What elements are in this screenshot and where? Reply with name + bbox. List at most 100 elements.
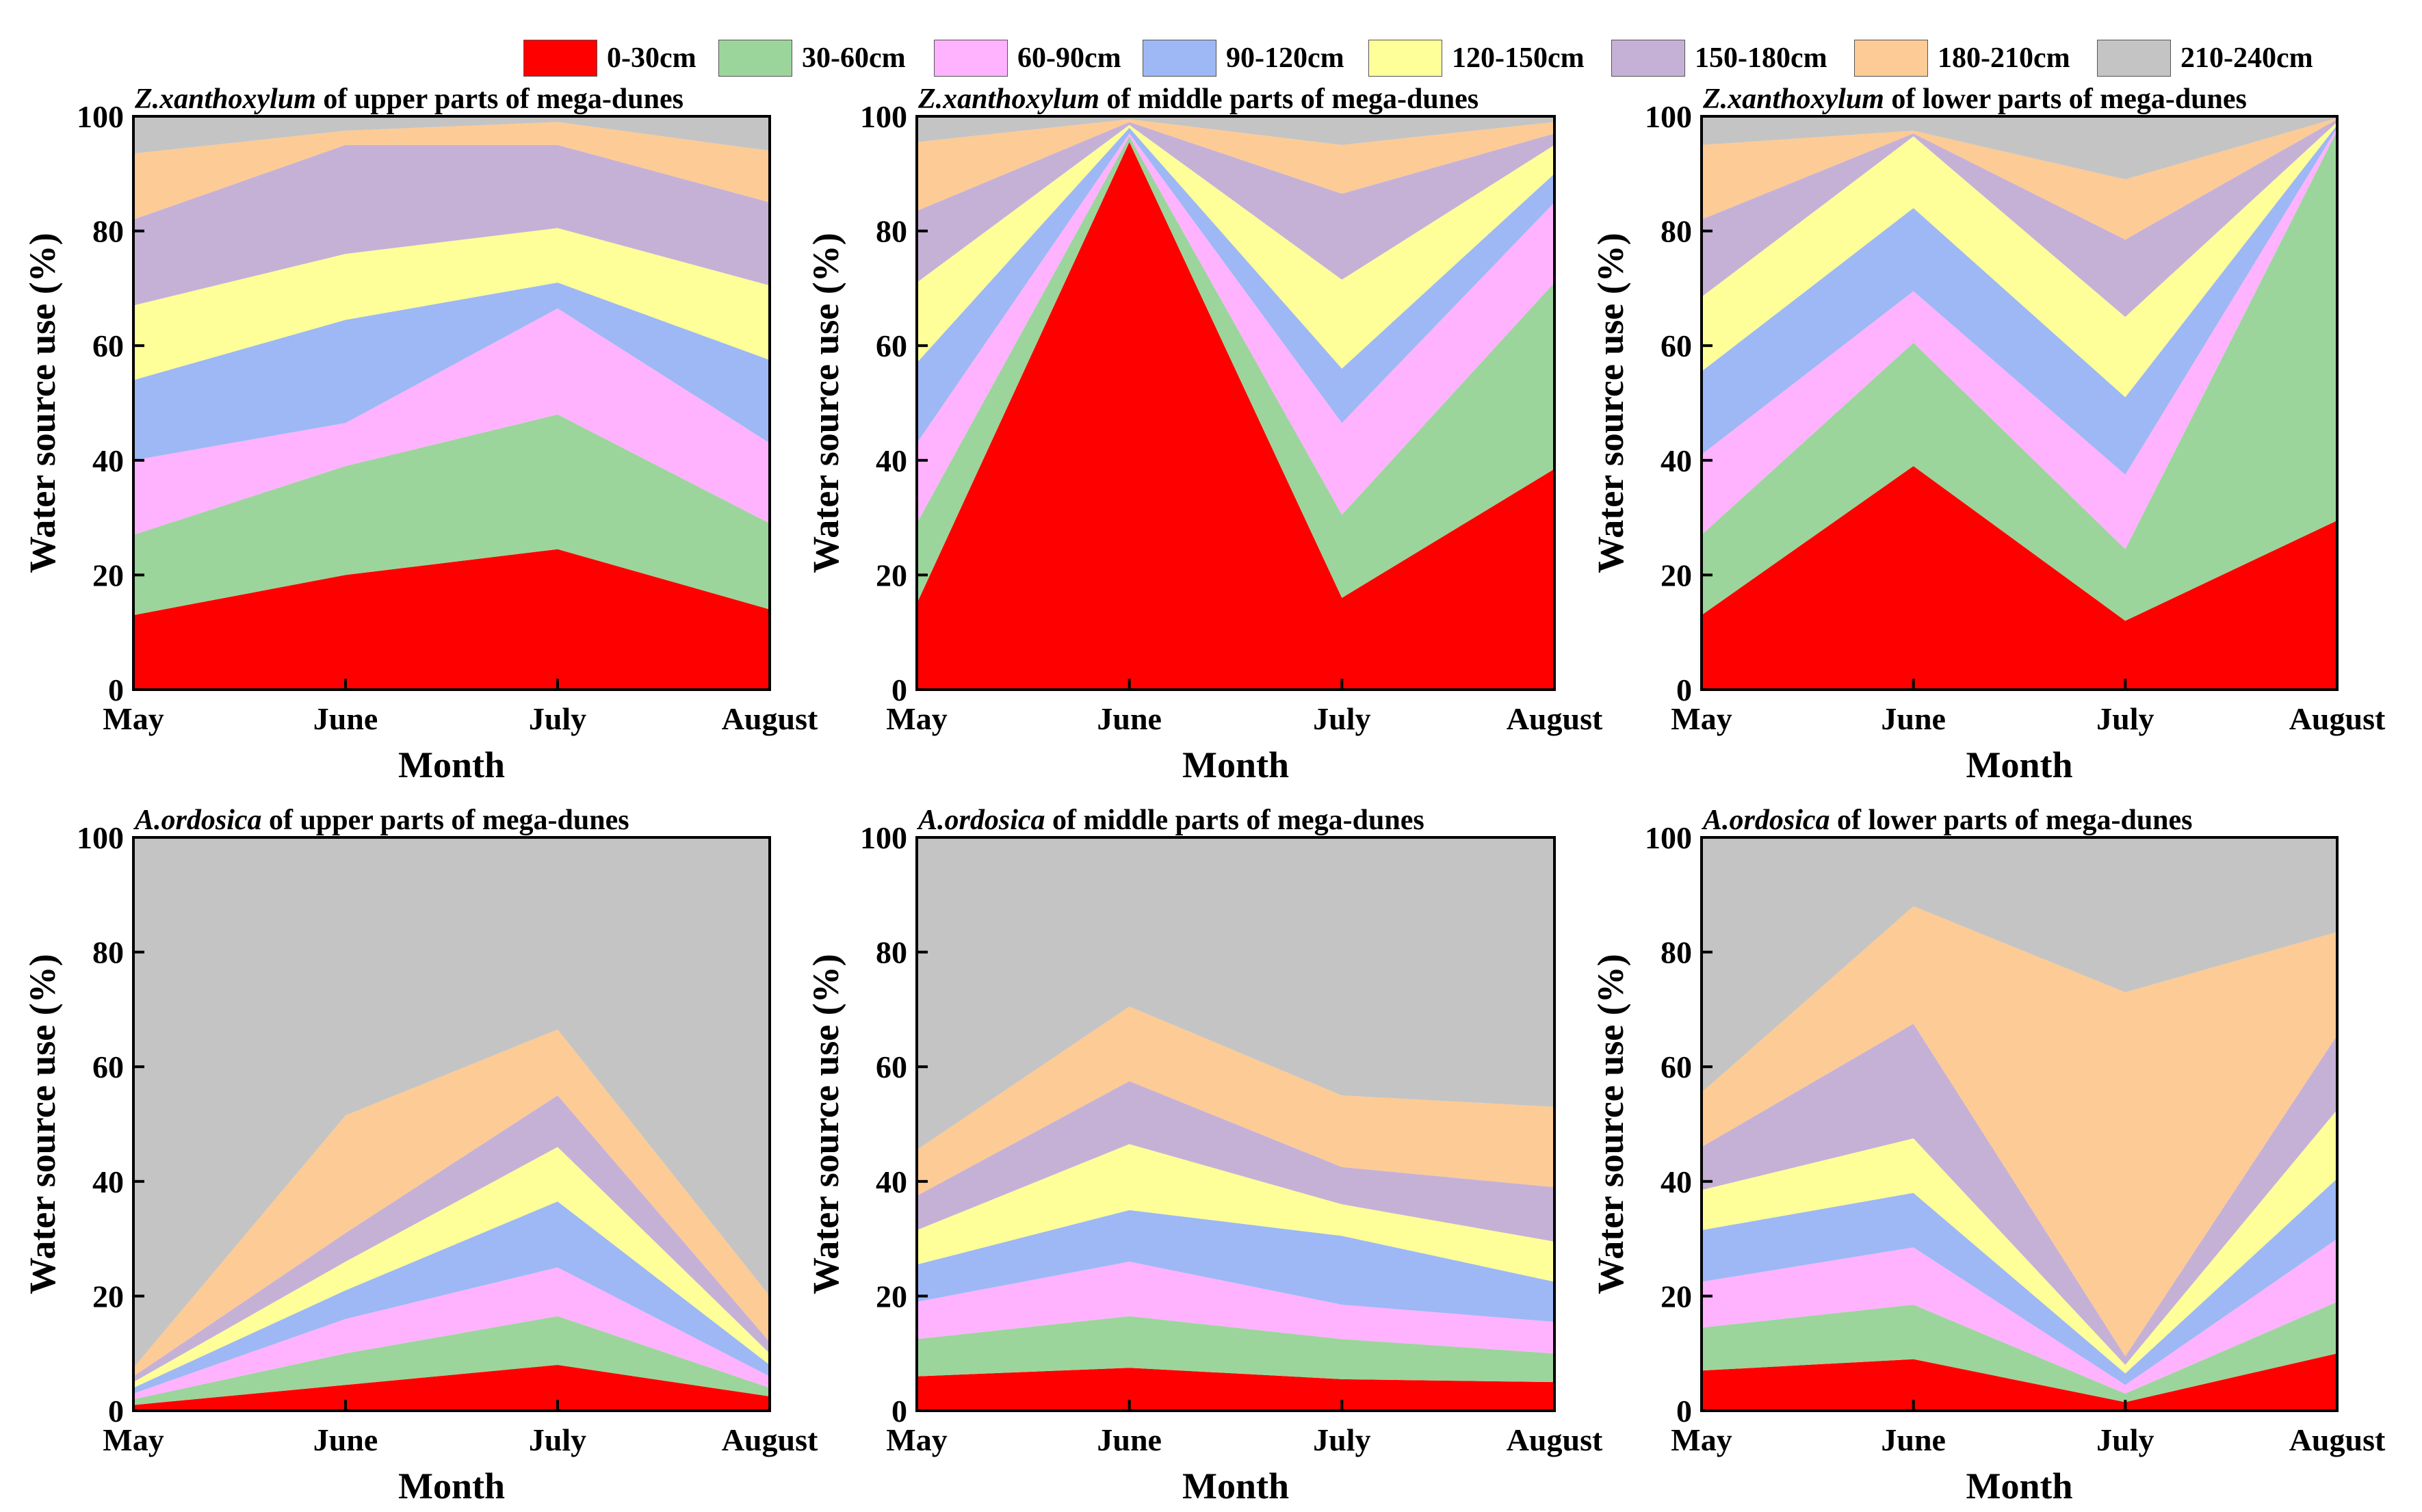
panel-6: 0 20 40 60 80 100 May June July August Month Water … — [1590, 805, 2386, 1507]
legend-swatch — [1611, 40, 1685, 77]
x-tick-label-august: August — [2289, 701, 2386, 736]
area-band-180-210cm — [917, 1006, 1554, 1196]
y-tick-label: 100 — [1645, 99, 1692, 134]
area-band-120-150cm — [1702, 1110, 2337, 1374]
area-band-30-60cm — [1702, 131, 2337, 621]
panel-title-species: A.ordosica — [916, 805, 1045, 836]
area-band-60-90cm — [133, 308, 770, 535]
area-band-0-30cm — [133, 549, 770, 690]
legend-item-120-150cm: 120-150cm — [1368, 34, 1585, 82]
legend-swatch — [2097, 40, 2171, 77]
area-band-0-30cm — [133, 1365, 770, 1411]
area-band-60-90cm — [917, 1262, 1554, 1354]
x-tick-label-june: June — [1097, 1422, 1162, 1457]
x-tick-label-june: June — [313, 701, 378, 736]
y-tick-label: 40 — [92, 443, 124, 478]
y-tick-label: 20 — [1661, 1279, 1692, 1314]
legend-item-90-120cm: 90-120cm — [1143, 34, 1344, 82]
y-tick-label: 100 — [77, 820, 124, 855]
axes-frame — [1700, 836, 2339, 1412]
area-band-210-240cm — [1702, 837, 2337, 1093]
legend-label: 150-180cm — [1695, 42, 1827, 74]
x-tick-label-august: August — [722, 1422, 818, 1457]
area-band-210-240cm — [133, 116, 770, 154]
y-tick-label: 0 — [1676, 673, 1692, 707]
y-tick-label: 80 — [876, 935, 907, 970]
y-axis-title: Water source use (%) — [22, 233, 63, 573]
y-tick-label: 40 — [876, 1164, 907, 1199]
y-tick-label: 20 — [876, 558, 907, 592]
area-band-150-180cm — [917, 1081, 1554, 1242]
panel-title-species: Z.xanthoxylum — [134, 83, 316, 115]
y-tick-label: 80 — [92, 935, 124, 970]
y-tick-label: 40 — [1661, 443, 1692, 478]
area-band-120-150cm — [917, 125, 1554, 369]
area-band-150-180cm — [1702, 1024, 2337, 1365]
area-band-90-120cm — [917, 1210, 1554, 1322]
y-axis-title: Water source use (%) — [1590, 233, 1631, 573]
panel-title-rest: of upper parts of mega-dunes — [262, 805, 629, 836]
area-band-210-240cm — [917, 116, 1554, 145]
y-tick-label: 20 — [92, 558, 124, 592]
y-tick-label: 0 — [1676, 1394, 1692, 1429]
legend-label: 60-90cm — [1017, 42, 1121, 74]
x-axis-title: Month — [1966, 1465, 2072, 1507]
panel-title-rest: of upper parts of mega-dunes — [316, 83, 683, 115]
x-tick-label-july: July — [1313, 701, 1370, 736]
area-band-90-120cm — [133, 1201, 770, 1394]
area-band-120-150cm — [133, 228, 770, 380]
area-band-180-210cm — [133, 122, 770, 220]
axes-frame — [132, 836, 771, 1412]
y-tick-label: 40 — [1661, 1164, 1692, 1199]
legend-swatch — [718, 40, 792, 77]
panel-title-species: Z.xanthoxylum — [917, 83, 1099, 115]
panel-title: A.ordosica of upper parts of mega-dunes — [133, 805, 629, 836]
y-tick-label: 0 — [891, 1394, 907, 1429]
area-band-210-240cm — [133, 837, 770, 1368]
area-band-90-120cm — [1702, 125, 2337, 475]
area-band-150-180cm — [133, 144, 770, 306]
x-tick-label-may: May — [1671, 1422, 1732, 1457]
x-tick-label-june: June — [1097, 701, 1162, 736]
x-tick-label-may: May — [886, 701, 947, 736]
x-tick-label-august: August — [1507, 701, 1603, 736]
x-axis-title: Month — [1182, 744, 1289, 785]
area-band-120-150cm — [133, 1147, 770, 1388]
y-tick-label: 100 — [860, 820, 907, 855]
area-band-60-90cm — [133, 1267, 770, 1400]
area-band-30-60cm — [917, 1316, 1554, 1383]
x-tick-label-july: July — [2096, 1422, 2154, 1457]
area-band-120-150cm — [917, 1144, 1554, 1282]
area-band-210-240cm — [1702, 116, 2337, 180]
area-band-60-90cm — [1702, 127, 2337, 549]
panel-title-rest: of middle parts of mega-dunes — [1045, 805, 1424, 836]
y-axis-title: Water source use (%) — [805, 233, 846, 573]
panel-2: 0 20 40 60 80 100 May June July August Month Water … — [805, 83, 1603, 785]
area-band-150-180cm — [917, 122, 1554, 283]
x-tick-label-july: July — [529, 1422, 586, 1457]
y-tick-label: 100 — [860, 99, 907, 134]
area-band-180-210cm — [1702, 118, 2337, 240]
y-tick-label: 20 — [1661, 558, 1692, 592]
panel-title-species: Z.xanthoxylum — [1702, 83, 1884, 115]
y-tick-label: 40 — [876, 443, 907, 478]
area-band-0-30cm — [1702, 466, 2337, 690]
area-band-30-60cm — [133, 1316, 770, 1405]
legend-item-180-210cm: 180-210cm — [1854, 34, 2070, 82]
panel-title-rest: of middle parts of mega-dunes — [1099, 83, 1479, 115]
legend-label: 0-30cm — [607, 42, 696, 74]
legend: 0-30cm 30-60cm 60-90cm 90-120cm 120-150c… — [523, 34, 2398, 82]
y-tick-label: 100 — [1645, 820, 1692, 855]
x-tick-label-july: July — [2096, 701, 2154, 736]
legend-item-30-60cm: 30-60cm — [718, 34, 906, 82]
area-band-0-30cm — [917, 142, 1554, 690]
panel-3: 0 20 40 60 80 100 May June July August Month Water … — [1590, 83, 2386, 785]
area-band-60-90cm — [917, 133, 1554, 524]
legend-item-150-180cm: 150-180cm — [1611, 34, 1827, 82]
panel-1: 0 20 40 60 80 100 May June July August Month Water … — [22, 83, 818, 785]
area-band-150-180cm — [1702, 119, 2337, 317]
legend-label: 30-60cm — [802, 42, 906, 74]
y-tick-label: 60 — [1661, 328, 1692, 363]
legend-label: 180-210cm — [1938, 42, 2070, 74]
x-tick-label-july: July — [529, 701, 586, 736]
